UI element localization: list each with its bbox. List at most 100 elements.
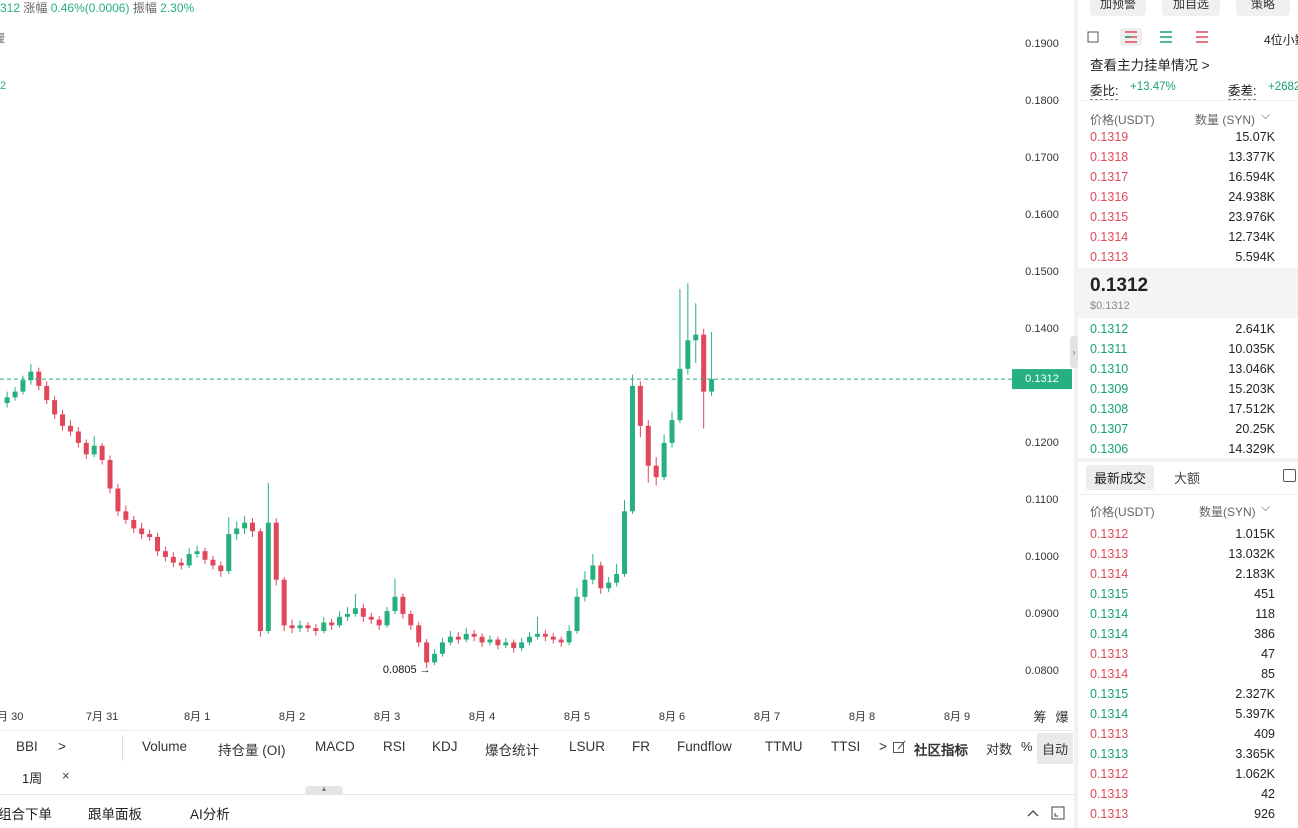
row[interactable]: 0.1313 47 [1090, 644, 1275, 664]
row[interactable]: 0.1311 10.035K [1090, 339, 1275, 359]
candle-body [487, 639, 493, 643]
bottom-icons[interactable] [1026, 805, 1070, 821]
log-toggle[interactable]: 对数 [986, 742, 1013, 757]
candle-body [455, 636, 461, 640]
bottom-tab[interactable]: 跟单面板 [88, 807, 142, 822]
indicator[interactable]: BBI [16, 739, 38, 754]
price: 0.1317 [1090, 170, 1129, 184]
row[interactable]: 0.1306 14.329K [1090, 439, 1275, 459]
row[interactable]: 0.1316 24.938K [1090, 187, 1275, 207]
dropdown[interactable]: ⌵ [1261, 108, 1271, 122]
row[interactable]: 0.1308 17.512K [1090, 399, 1275, 419]
candle-body [4, 397, 10, 404]
candle-body [582, 579, 588, 597]
decimals[interactable]: 4位小数 [1264, 33, 1298, 47]
row[interactable]: 0.1313 409 [1090, 724, 1275, 744]
auto-toggle[interactable]: 自动 [1037, 733, 1074, 764]
row[interactable]: 0.1314 118 [1090, 604, 1275, 624]
candle-body [162, 551, 168, 557]
indicator[interactable]: 持仓量 (OI) [218, 743, 286, 758]
price: 0.1313 [1090, 250, 1129, 264]
row[interactable]: 0.1314 2.183K [1090, 564, 1275, 584]
price: 0.1315 [1090, 687, 1129, 701]
row[interactable]: 0.1312 2.641K [1090, 319, 1275, 339]
candle-body [534, 633, 540, 637]
trade-header: 数量(SYN) [1199, 505, 1256, 519]
y-tick-label: 0.1000 [1025, 551, 1059, 563]
indicator[interactable]: FR [632, 739, 650, 754]
row[interactable]: 0.1314 386 [1090, 624, 1275, 644]
percent-toggle[interactable]: % [1021, 739, 1033, 754]
row[interactable]: 0.1313 13.032K [1090, 544, 1275, 564]
x-tick-label: 8月 2 [279, 711, 305, 723]
candle-body [250, 522, 255, 532]
indicator[interactable]: KDJ [432, 739, 458, 754]
candle-body [471, 633, 477, 637]
indicator[interactable]: LSUR [569, 739, 606, 754]
candle-body [384, 611, 390, 626]
row[interactable]: 0.1310 13.046K [1090, 359, 1275, 379]
row[interactable]: 0.1315 2.327K [1090, 684, 1275, 704]
button[interactable]: 加自选 [1162, 0, 1220, 16]
quantity: 13.032K [1228, 547, 1275, 561]
trade-tab[interactable]: 最新成交 [1086, 465, 1155, 490]
indicator[interactable]: TTSI [831, 739, 861, 754]
row[interactable]: 0.1313 42 [1090, 784, 1275, 804]
checkbox[interactable] [1283, 469, 1296, 482]
row[interactable]: 0.1313 5.594K [1090, 247, 1275, 267]
row[interactable]: 0.1315 451 [1090, 584, 1275, 604]
collapse-handle[interactable]: ▲ [305, 786, 343, 795]
button[interactable]: 加预警 [1090, 0, 1146, 16]
main-orders-link[interactable]: 查看主力挂单情况 > [1090, 58, 1210, 73]
indicator[interactable]: 爆仓统计 [485, 743, 539, 758]
quantity: 926 [1254, 807, 1275, 821]
indicator[interactable]: Volume [142, 739, 188, 754]
button[interactable]: 策略 [1236, 0, 1290, 16]
candle-body [99, 445, 105, 461]
bottom-tab[interactable]: AI分析 [190, 807, 230, 822]
row[interactable]: 0.1312 1.062K [1090, 764, 1275, 784]
row[interactable]: 0.1307 20.25K [1090, 419, 1275, 439]
x-tick-label: 8月 7 [754, 711, 780, 723]
dropdown[interactable]: ⌵ [1261, 500, 1271, 514]
candle-body [218, 565, 224, 572]
mid-usd: $0.1312 [1090, 300, 1130, 312]
indicator[interactable]: MACD [315, 739, 355, 754]
price: 0.1318 [1090, 150, 1129, 164]
view-icons[interactable] [1086, 28, 1226, 46]
row[interactable]: 0.1313 926 [1090, 804, 1275, 824]
candle-body [661, 442, 667, 478]
row[interactable]: 0.1315 23.976K [1090, 207, 1275, 227]
row[interactable]: 0.1314 5.397K [1090, 704, 1275, 724]
row[interactable]: 0.1317 16.594K [1090, 167, 1275, 187]
row[interactable]: 0.1314 85 [1090, 664, 1275, 684]
price: 0.1319 [1090, 130, 1129, 144]
candle-body [542, 633, 548, 637]
community-indicator[interactable]: 社区指标 [914, 743, 968, 758]
splitter-handle[interactable]: › [1070, 336, 1078, 368]
edit-icon[interactable] [892, 740, 906, 754]
candle-body [503, 642, 509, 646]
indicator[interactable]: Fundflow [677, 739, 732, 754]
row[interactable]: 0.1319 15.07K [1090, 127, 1275, 147]
indicator[interactable]: RSI [383, 739, 406, 754]
mid-block [1078, 268, 1298, 318]
candle-body [60, 414, 66, 426]
trade-tab[interactable]: 大额 [1174, 471, 1201, 486]
indicator-more[interactable]: > [58, 739, 66, 754]
row[interactable]: 0.1312 1.015K [1090, 524, 1275, 544]
period-tag[interactable]: 1周 [22, 771, 43, 786]
y-tick-label: 0.0900 [1025, 608, 1059, 620]
row[interactable]: 0.1314 12.734K [1090, 227, 1275, 247]
indicator[interactable]: TTMU [765, 739, 803, 754]
row[interactable]: 0.1309 15.203K [1090, 379, 1275, 399]
bottom-tab[interactable]: 组合下单 [0, 807, 52, 822]
row[interactable]: 0.1313 3.365K [1090, 744, 1275, 764]
indicator-more[interactable]: > [879, 739, 887, 754]
ratio-label: 委比: [1090, 80, 1119, 100]
row[interactable]: 0.1318 13.377K [1090, 147, 1275, 167]
mid-price: 0.1312 [1090, 275, 1149, 296]
close-button[interactable]: × [62, 768, 70, 783]
price: 0.1310 [1090, 362, 1129, 376]
quantity: 15.203K [1228, 382, 1275, 396]
